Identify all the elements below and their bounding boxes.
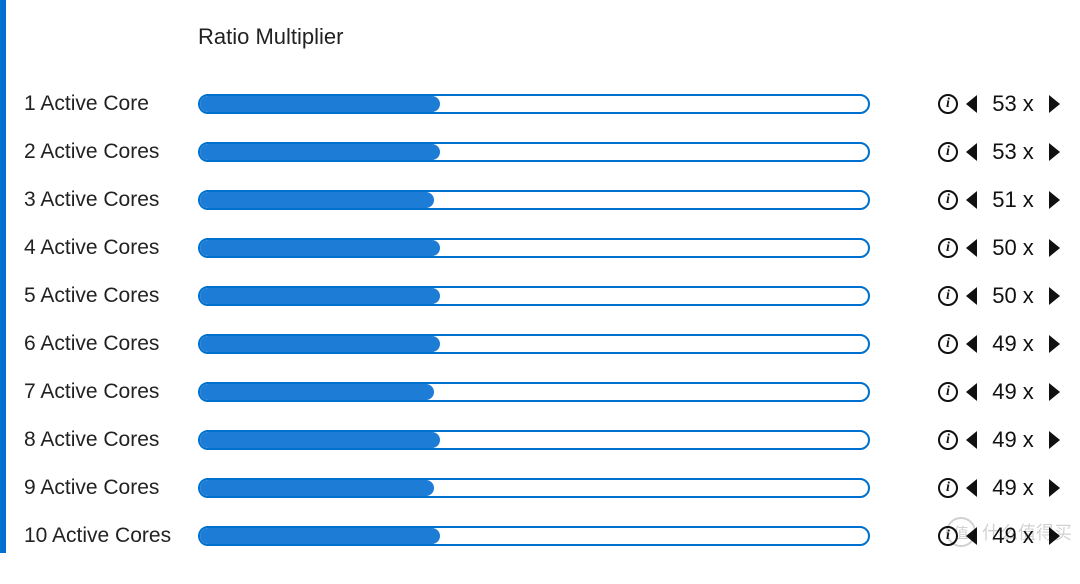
- section-title: Ratio Multiplier: [198, 24, 1060, 50]
- info-icon[interactable]: i: [938, 286, 958, 306]
- core-row: 5 Active Cores i 50 x: [20, 272, 1060, 320]
- slider-fill: [200, 432, 440, 448]
- core-row: 7 Active Cores i 49 x: [20, 368, 1060, 416]
- increase-arrow-icon[interactable]: [1049, 383, 1060, 401]
- decrease-arrow-icon[interactable]: [966, 95, 977, 113]
- slider-fill: [200, 384, 434, 400]
- multiplier-value: 49 x: [985, 427, 1041, 453]
- slider-fill: [200, 192, 434, 208]
- info-icon[interactable]: i: [938, 238, 958, 258]
- slider-fill: [200, 528, 440, 544]
- core-row: 9 Active Cores i 49 x: [20, 464, 1060, 512]
- increase-arrow-icon[interactable]: [1049, 527, 1060, 545]
- multiplier-value: 50 x: [985, 283, 1041, 309]
- multiplier-slider[interactable]: [198, 238, 870, 258]
- multiplier-slider[interactable]: [198, 526, 870, 546]
- slider-fill: [200, 480, 434, 496]
- core-row-label: 7 Active Cores: [20, 380, 198, 404]
- value-controls: i 49 x: [870, 379, 1060, 405]
- slider-fill: [200, 96, 440, 112]
- decrease-arrow-icon[interactable]: [966, 383, 977, 401]
- multiplier-slider[interactable]: [198, 382, 870, 402]
- core-row-label: 9 Active Cores: [20, 476, 198, 500]
- slider-fill: [200, 144, 440, 160]
- decrease-arrow-icon[interactable]: [966, 191, 977, 209]
- value-controls: i 50 x: [870, 235, 1060, 261]
- core-row: 1 Active Core i 53 x: [20, 80, 1060, 128]
- value-controls: i 53 x: [870, 139, 1060, 165]
- increase-arrow-icon[interactable]: [1049, 95, 1060, 113]
- core-row-label: 8 Active Cores: [20, 428, 198, 452]
- core-row-label: 2 Active Cores: [20, 140, 198, 164]
- core-row: 3 Active Cores i 51 x: [20, 176, 1060, 224]
- increase-arrow-icon[interactable]: [1049, 479, 1060, 497]
- info-icon[interactable]: i: [938, 334, 958, 354]
- increase-arrow-icon[interactable]: [1049, 287, 1060, 305]
- core-row-label: 3 Active Cores: [20, 188, 198, 212]
- slider-fill: [200, 336, 440, 352]
- info-icon[interactable]: i: [938, 430, 958, 450]
- multiplier-value: 49 x: [985, 379, 1041, 405]
- decrease-arrow-icon[interactable]: [966, 479, 977, 497]
- slider-fill: [200, 288, 440, 304]
- decrease-arrow-icon[interactable]: [966, 431, 977, 449]
- multiplier-value: 49 x: [985, 331, 1041, 357]
- multiplier-value: 49 x: [985, 523, 1041, 549]
- multiplier-slider[interactable]: [198, 478, 870, 498]
- core-row: 6 Active Cores i 49 x: [20, 320, 1060, 368]
- value-controls: i 49 x: [870, 523, 1060, 549]
- value-controls: i 49 x: [870, 475, 1060, 501]
- multiplier-slider[interactable]: [198, 286, 870, 306]
- core-row: 4 Active Cores i 50 x: [20, 224, 1060, 272]
- info-icon[interactable]: i: [938, 94, 958, 114]
- info-icon[interactable]: i: [938, 190, 958, 210]
- info-icon[interactable]: i: [938, 478, 958, 498]
- value-controls: i 51 x: [870, 187, 1060, 213]
- value-controls: i 50 x: [870, 283, 1060, 309]
- info-icon[interactable]: i: [938, 382, 958, 402]
- slider-fill: [200, 240, 440, 256]
- core-row: 2 Active Cores i 53 x: [20, 128, 1060, 176]
- decrease-arrow-icon[interactable]: [966, 143, 977, 161]
- increase-arrow-icon[interactable]: [1049, 191, 1060, 209]
- info-icon[interactable]: i: [938, 526, 958, 546]
- multiplier-slider[interactable]: [198, 190, 870, 210]
- decrease-arrow-icon[interactable]: [966, 287, 977, 305]
- multiplier-slider[interactable]: [198, 142, 870, 162]
- value-controls: i 53 x: [870, 91, 1060, 117]
- multiplier-slider[interactable]: [198, 94, 870, 114]
- decrease-arrow-icon[interactable]: [966, 239, 977, 257]
- multiplier-value: 53 x: [985, 139, 1041, 165]
- multiplier-value: 50 x: [985, 235, 1041, 261]
- core-row: 8 Active Cores i 49 x: [20, 416, 1060, 464]
- info-icon[interactable]: i: [938, 142, 958, 162]
- value-controls: i 49 x: [870, 427, 1060, 453]
- decrease-arrow-icon[interactable]: [966, 527, 977, 545]
- core-row-label: 10 Active Cores: [20, 524, 198, 548]
- value-controls: i 49 x: [870, 331, 1060, 357]
- core-row-label: 5 Active Cores: [20, 284, 198, 308]
- increase-arrow-icon[interactable]: [1049, 239, 1060, 257]
- core-row-label: 6 Active Cores: [20, 332, 198, 356]
- increase-arrow-icon[interactable]: [1049, 335, 1060, 353]
- multiplier-value: 51 x: [985, 187, 1041, 213]
- ratio-multiplier-panel: Ratio Multiplier 1 Active Corei53 x2 Act…: [6, 0, 1080, 584]
- rows-container: 1 Active Core i 53 x 2 Active Cores i 53 x 3 A…: [20, 80, 1060, 560]
- multiplier-value: 53 x: [985, 91, 1041, 117]
- multiplier-value: 49 x: [985, 475, 1041, 501]
- decrease-arrow-icon[interactable]: [966, 335, 977, 353]
- multiplier-slider[interactable]: [198, 334, 870, 354]
- increase-arrow-icon[interactable]: [1049, 143, 1060, 161]
- core-row-label: 4 Active Cores: [20, 236, 198, 260]
- increase-arrow-icon[interactable]: [1049, 431, 1060, 449]
- multiplier-slider[interactable]: [198, 430, 870, 450]
- core-row-label: 1 Active Core: [20, 92, 198, 116]
